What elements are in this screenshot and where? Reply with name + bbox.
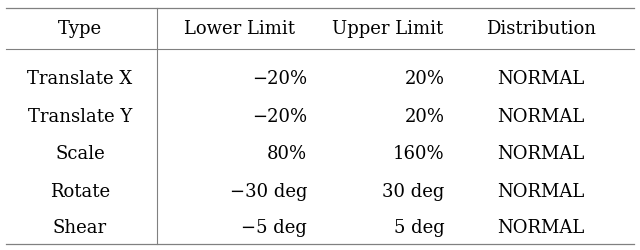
Text: Upper Limit: Upper Limit xyxy=(332,20,443,38)
Text: 20%: 20% xyxy=(404,107,445,125)
Text: NORMAL: NORMAL xyxy=(497,218,584,236)
Text: Rotate: Rotate xyxy=(50,182,110,200)
Text: NORMAL: NORMAL xyxy=(497,107,584,125)
Text: Lower Limit: Lower Limit xyxy=(184,20,296,38)
Text: Type: Type xyxy=(58,20,102,38)
Text: 160%: 160% xyxy=(393,145,445,163)
Text: Shear: Shear xyxy=(53,218,107,236)
Text: 30 deg: 30 deg xyxy=(383,182,445,200)
Text: NORMAL: NORMAL xyxy=(497,70,584,88)
Text: 20%: 20% xyxy=(404,70,445,88)
Text: −20%: −20% xyxy=(252,107,307,125)
Text: NORMAL: NORMAL xyxy=(497,182,584,200)
Text: NORMAL: NORMAL xyxy=(497,145,584,163)
Text: −5 deg: −5 deg xyxy=(241,218,307,236)
Text: −30 deg: −30 deg xyxy=(230,182,307,200)
Text: Translate Y: Translate Y xyxy=(28,107,132,125)
Text: 5 deg: 5 deg xyxy=(394,218,445,236)
Text: Translate X: Translate X xyxy=(28,70,132,88)
Text: 80%: 80% xyxy=(267,145,307,163)
Text: −20%: −20% xyxy=(252,70,307,88)
Text: Scale: Scale xyxy=(55,145,105,163)
Text: Distribution: Distribution xyxy=(486,20,596,38)
